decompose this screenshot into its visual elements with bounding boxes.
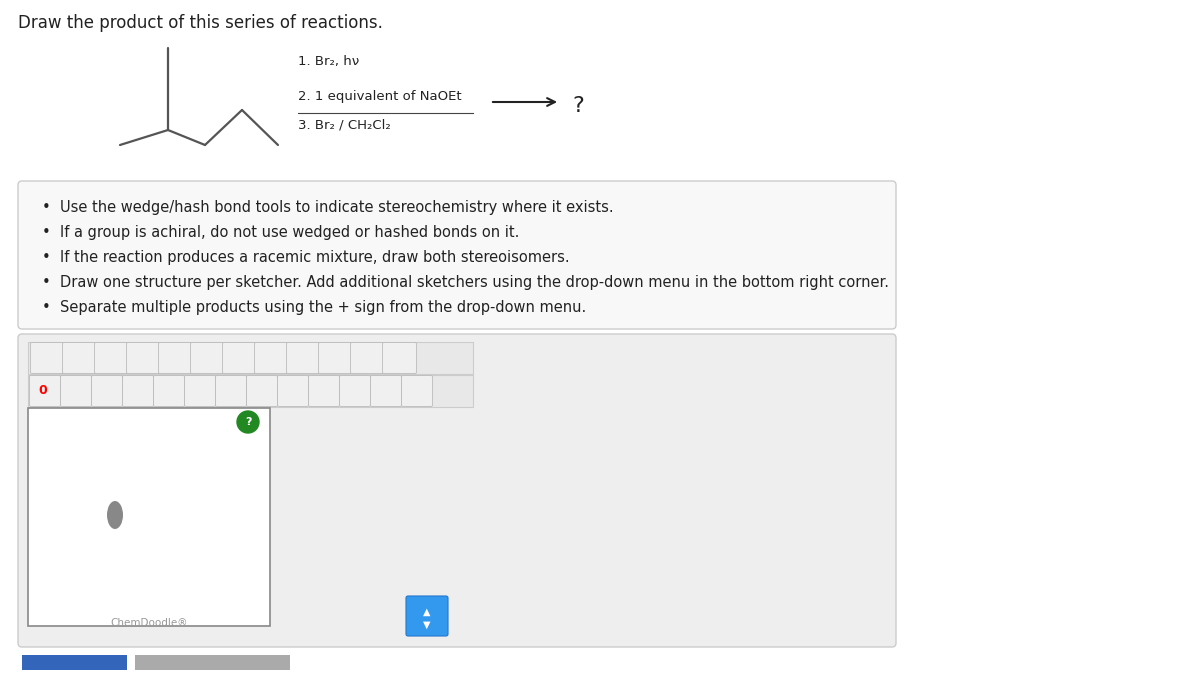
Bar [22,655,127,670]
FancyBboxPatch shape [246,376,277,406]
FancyBboxPatch shape [216,376,246,406]
FancyBboxPatch shape [254,342,288,374]
Text: ▲: ▲ [424,607,431,617]
Text: •  Draw one structure per sketcher. Add additional sketchers using the drop-down: • Draw one structure per sketcher. Add a… [42,275,889,290]
FancyBboxPatch shape [318,342,353,374]
Text: Draw the product of this series of reactions.: Draw the product of this series of react… [18,14,383,32]
FancyBboxPatch shape [18,334,896,647]
FancyBboxPatch shape [277,376,308,406]
Text: ChemDoodle®: ChemDoodle® [110,618,187,628]
FancyBboxPatch shape [402,376,432,406]
FancyBboxPatch shape [191,342,224,374]
FancyBboxPatch shape [308,376,340,406]
Ellipse shape [107,501,124,529]
FancyBboxPatch shape [60,376,91,406]
FancyBboxPatch shape [154,376,185,406]
FancyBboxPatch shape [95,342,128,374]
Bar [28,375,473,407]
FancyBboxPatch shape [340,376,371,406]
Text: 0: 0 [38,385,47,398]
FancyBboxPatch shape [406,596,448,636]
Bar [28,408,270,626]
Bar [28,342,473,374]
Bar [134,655,290,670]
Text: ?: ? [245,417,251,427]
FancyBboxPatch shape [30,342,65,374]
FancyBboxPatch shape [126,342,161,374]
FancyBboxPatch shape [222,342,257,374]
FancyBboxPatch shape [350,342,384,374]
Text: •  Use the wedge/hash bond tools to indicate stereochemistry where it exists.: • Use the wedge/hash bond tools to indic… [42,200,613,215]
FancyBboxPatch shape [383,342,416,374]
Circle shape [238,411,259,433]
FancyBboxPatch shape [30,376,60,406]
FancyBboxPatch shape [62,342,96,374]
Text: •  Separate multiple products using the + sign from the drop-down menu.: • Separate multiple products using the +… [42,300,587,315]
Text: 3. Br₂ / CH₂Cl₂: 3. Br₂ / CH₂Cl₂ [298,118,391,131]
Text: ▼: ▼ [424,620,431,630]
FancyBboxPatch shape [158,342,192,374]
FancyBboxPatch shape [91,376,122,406]
FancyBboxPatch shape [18,181,896,329]
Text: 1. Br₂, hν: 1. Br₂, hν [298,55,359,68]
FancyBboxPatch shape [371,376,402,406]
FancyBboxPatch shape [122,376,154,406]
FancyBboxPatch shape [287,342,320,374]
Text: 2. 1 equivalent of NaOEt: 2. 1 equivalent of NaOEt [298,90,462,103]
Text: •  If the reaction produces a racemic mixture, draw both stereoisomers.: • If the reaction produces a racemic mix… [42,250,570,265]
FancyBboxPatch shape [185,376,216,406]
Text: ?: ? [572,96,583,116]
Text: •  If a group is achiral, do not use wedged or hashed bonds on it.: • If a group is achiral, do not use wedg… [42,225,520,240]
